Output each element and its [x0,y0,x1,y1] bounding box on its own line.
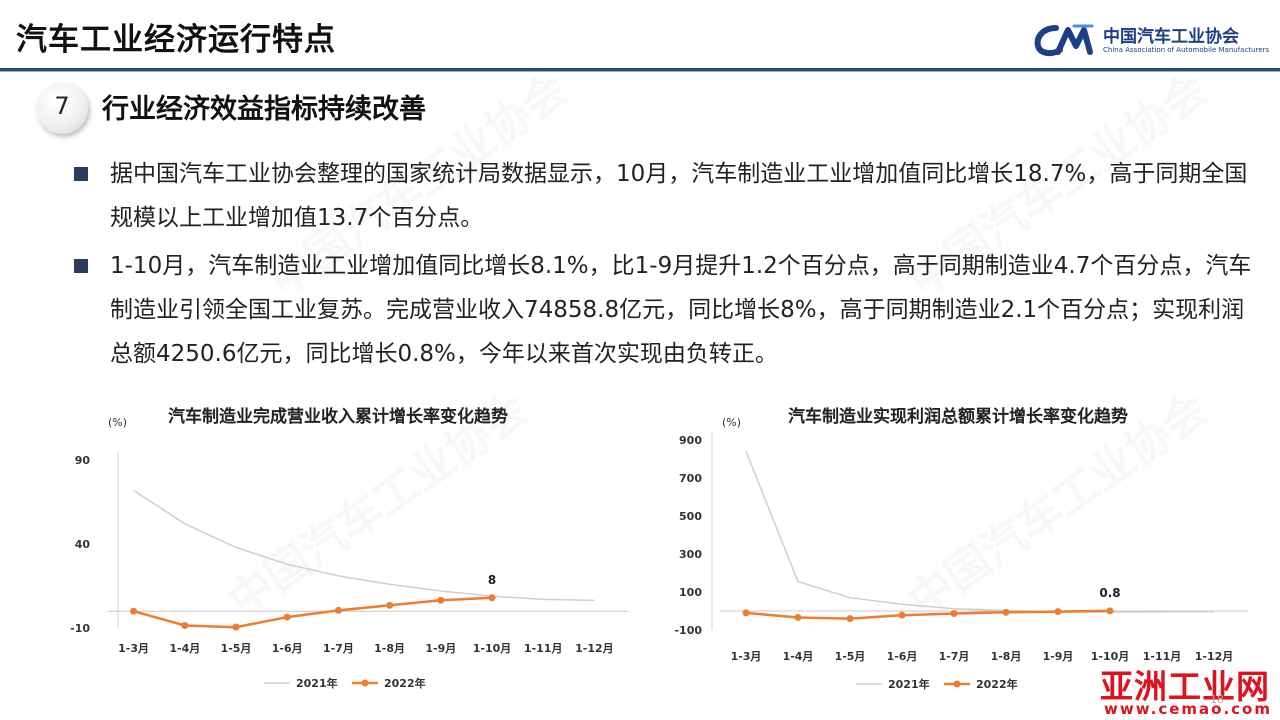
x-tick-label: 1-5月 [221,642,252,655]
data-point-2022 [130,607,138,615]
y-tick-label: 90 [75,454,91,467]
x-tick-label: 1-11月 [1143,650,1182,663]
x-tick-label: 1-7月 [323,642,354,655]
header-divider [0,68,1280,71]
series-line-2021 [745,451,1215,613]
y-tick-label: 500 [679,510,702,523]
data-point-2022 [181,621,189,629]
bullet-item: 据中国汽车工业协会整理的国家统计局数据显示，10月，汽车制造业工业增加值同比增长… [72,152,1262,240]
data-point-2022 [232,623,240,631]
series-line-2021 [133,489,595,602]
stamp-text-cn: 亚洲工业网 [1100,667,1270,706]
x-tick-label: 1-10月 [473,642,512,655]
data-point-2022 [794,613,802,621]
section-number-badge: 7 [36,82,88,134]
x-tick-label: 1-8月 [991,650,1022,663]
x-tick-label: 1-12月 [1195,650,1234,663]
x-tick-label: 1-3月 [731,650,762,663]
series-line-2022 [745,609,1111,620]
x-tick-label: 1-6月 [887,650,918,663]
y-tick-label: 900 [679,434,702,447]
data-label: 0.8 [1099,586,1120,600]
data-point-2022 [742,609,750,617]
header-bar: 汽车工业经济运行特点 中国汽车工业协会 China Association of… [0,0,1280,70]
data-point-2022 [283,613,291,621]
y-tick-label: -100 [674,624,702,637]
chart-title-profit: 汽车制造业实现利润总额累计增长率变化趋势 [788,407,1128,427]
section-title: 行业经济效益指标持续改善 [102,94,426,125]
data-label: 8 [488,573,496,587]
data-point-2022 [334,606,342,614]
legend-label: 2022年 [976,677,1018,691]
y-tick-label: 40 [75,538,91,551]
caam-logo-icon [1034,24,1094,57]
bullet-square-icon [74,167,88,181]
profit-growth-chart: 900 700 500 300 100 -100 1-3月 1-4月 1-5月 1-6月 1-7月 1… [674,432,1248,691]
data-point-2022 [950,609,958,617]
legend-label: 2022年 [384,676,426,690]
page-number: 18 [1210,693,1224,706]
logo-name-cn: 中国汽车工业协会 [1103,27,1239,47]
data-point-2022 [1054,608,1062,616]
revenue-growth-chart: 90 40 -10 1-3月 1-4月 1-5月 1-6月 1-7月 1-8月 1-9月 1-10月… [70,452,628,690]
x-tick-label: 1-9月 [1043,650,1074,663]
series-line-2022 [133,596,493,629]
y-tick-label: -10 [70,622,90,635]
chart-unit-revenue: (%) [108,416,128,429]
bullet-text: 1-10月，汽车制造业工业增加值同比增长8.1%，比1-9月提升1.2个百分点，… [110,253,1252,367]
x-tick-label: 1-11月 [524,642,563,655]
chart-title-revenue: 汽车制造业完成营业收入累计增长率变化趋势 [168,407,508,427]
x-tick-label: 1-4月 [783,650,814,663]
stamp-text-en: www.cemao.com [1104,700,1272,718]
x-tick-label: 1-9月 [425,642,456,655]
data-point-2022 [1106,607,1114,615]
x-tick-label: 1-5月 [835,650,866,663]
y-tick-label: 700 [679,472,702,485]
logo-name-en: China Association of Automobile Manufact… [1103,46,1270,54]
y-tick-label: 300 [679,548,702,561]
legend-label: 2021年 [296,676,338,690]
x-tick-label: 1-7月 [939,650,970,663]
data-point-2022 [898,611,906,619]
x-tick-label: 1-10月 [1091,650,1130,663]
bullet-item: 1-10月，汽车制造业工业增加值同比增长8.1%，比1-9月提升1.2个百分点，… [72,244,1262,376]
x-tick-label: 1-6月 [272,642,303,655]
bullet-list: 据中国汽车工业协会整理的国家统计局数据显示，10月，汽车制造业工业增加值同比增长… [72,152,1262,376]
page-title: 汽车工业经济运行特点 [16,22,336,58]
bullet-text: 据中国汽车工业协会整理的国家统计局数据显示，10月，汽车制造业工业增加值同比增长… [110,161,1248,231]
x-tick-label: 1-4月 [169,642,200,655]
section-number: 7 [54,92,70,120]
bullet-square-icon [74,259,88,273]
x-tick-label: 1-3月 [118,642,149,655]
legend-marker [361,679,369,687]
data-point-2022 [846,615,854,623]
data-point-2022 [386,601,394,609]
site-stamp-logo: 亚洲工业网 www.cemao.com [1098,660,1272,720]
data-point-2022 [437,596,445,604]
y-tick-label: 100 [679,586,702,599]
header-divider-thin [0,71,1280,72]
data-point-2022 [488,594,496,602]
x-tick-label: 1-12月 [575,642,614,655]
data-point-2022 [1002,608,1010,616]
chart-unit-profit: (%) [722,416,742,429]
x-tick-label: 1-8月 [374,642,405,655]
legend-label: 2021年 [888,677,930,691]
legend-marker [953,680,961,688]
